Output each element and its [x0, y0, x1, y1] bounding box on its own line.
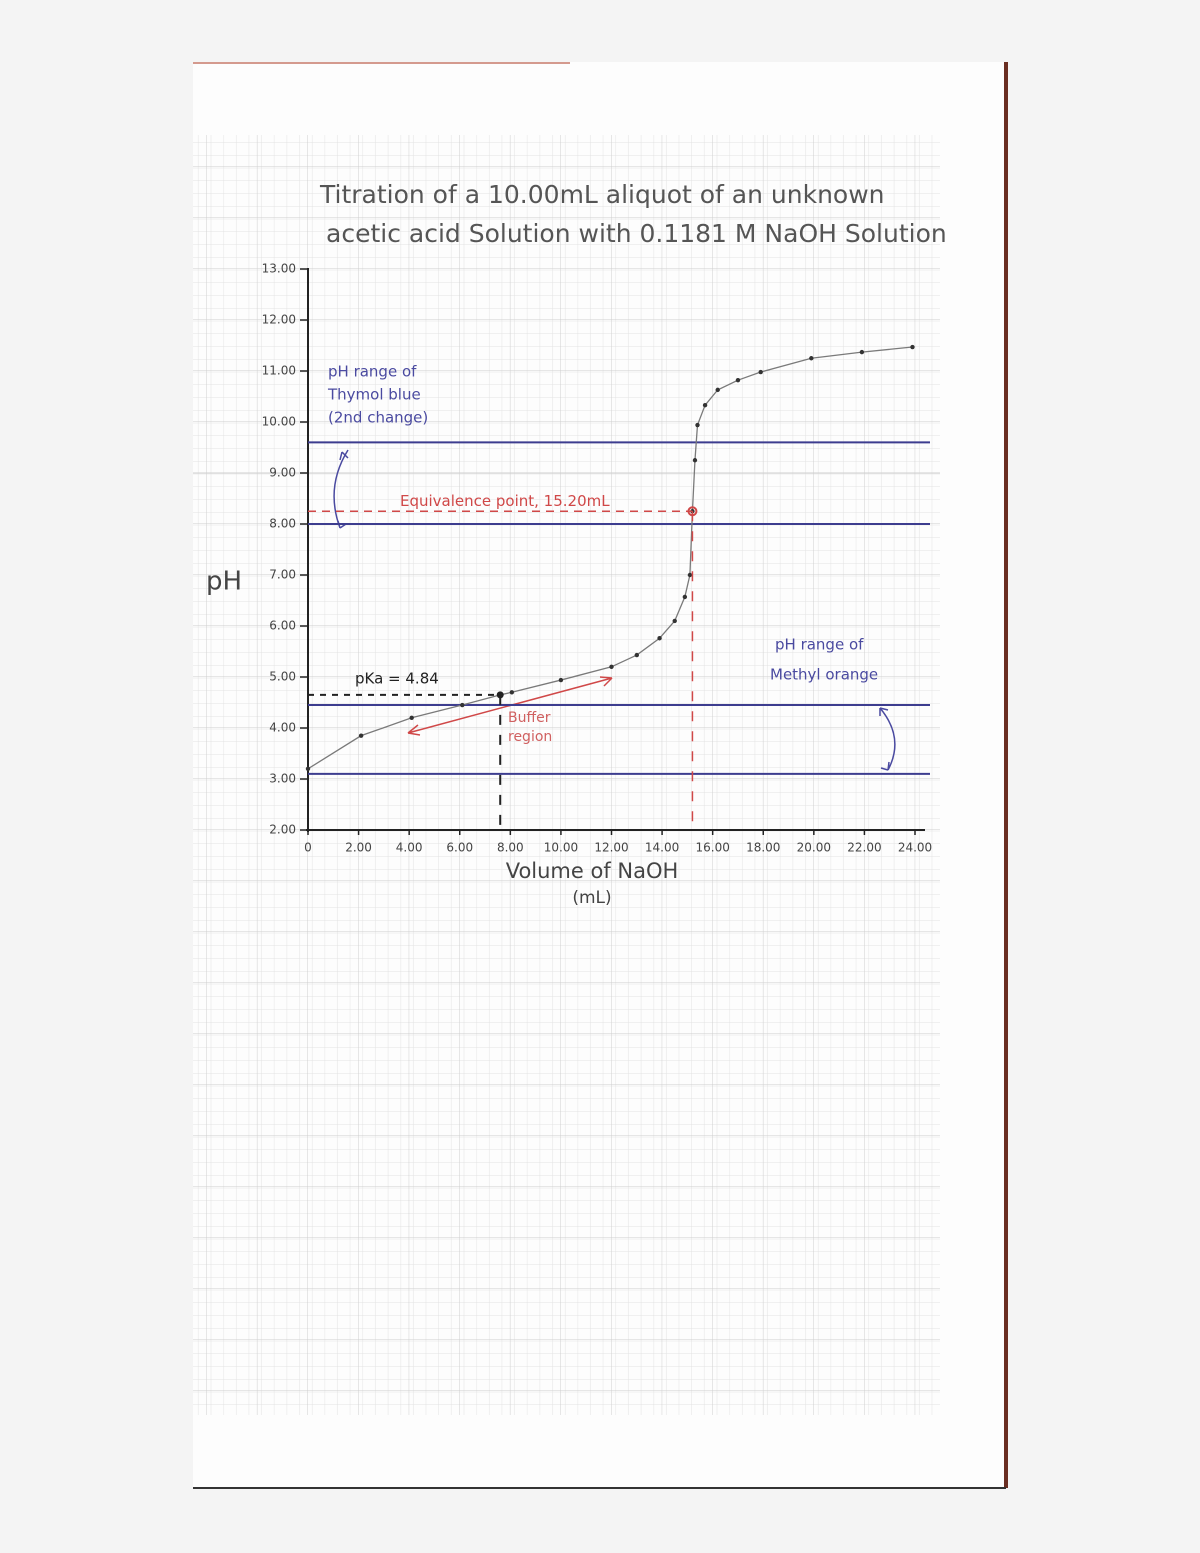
- x-tick-label: 18.00: [746, 841, 780, 855]
- annotation: Thymol blue: [327, 386, 421, 404]
- x-tick-label: 16.00: [695, 841, 729, 855]
- y-tick-label: 11.00: [262, 364, 296, 378]
- data-point: [609, 664, 614, 669]
- x-tick-label: 6.00: [446, 841, 473, 855]
- x-tick-label: 2.00: [345, 841, 372, 855]
- buffer-note: Buffer region: [508, 710, 552, 745]
- y-tick-label: 8.00: [269, 517, 296, 531]
- y-tick-label: 6.00: [269, 619, 296, 633]
- data-point: [558, 677, 564, 683]
- pka-marker: [496, 691, 504, 699]
- x-tick-label: 22.00: [847, 841, 881, 855]
- y-tick-label: 7.00: [269, 568, 296, 582]
- annotation: region: [508, 729, 552, 745]
- y-tick-label: 3.00: [269, 772, 296, 786]
- title: Titration of a 10.00mL aliquot of an unk…: [319, 180, 947, 248]
- data-point: [702, 402, 708, 408]
- graph-paper: [193, 135, 940, 1415]
- data-point: [682, 594, 688, 600]
- x-tick-label: 24.00: [898, 841, 932, 855]
- data-point: [910, 344, 915, 350]
- y-tick-label: 13.00: [262, 262, 296, 276]
- annotation: Methyl orange: [770, 666, 878, 684]
- pka-label: pKa = 4.84: [355, 669, 439, 687]
- title-line: acetic acid Solution with 0.1181 M NaOH …: [326, 219, 947, 248]
- methyl-orange-note: pH range of Methyl orange: [770, 636, 878, 684]
- x-tick-label: 8.00: [497, 841, 524, 855]
- data-point: [305, 766, 311, 771]
- x-axis-label: (mL): [572, 888, 611, 908]
- x-tick-label: 14.00: [645, 841, 679, 855]
- x-axis-label: Volume of NaOH: [506, 859, 679, 883]
- equivalence-marker: [687, 506, 698, 517]
- x-tick-label: 12.00: [594, 841, 628, 855]
- data-point: [695, 422, 700, 428]
- annotation: pH range of: [775, 636, 864, 654]
- data-point: [859, 349, 865, 355]
- data-point: [758, 369, 763, 375]
- data-point: [692, 458, 698, 463]
- data-point: [672, 618, 677, 624]
- data-point: [657, 636, 662, 641]
- data-point: [735, 377, 741, 383]
- title-line: Titration of a 10.00mL aliquot of an unk…: [319, 180, 885, 209]
- x-tick-label: 4.00: [396, 841, 423, 855]
- x-tick-label: 0: [304, 841, 312, 855]
- range-bracket: [333, 449, 349, 529]
- data-point: [634, 652, 639, 658]
- x-tick-label: 10.00: [544, 841, 578, 855]
- equivalence-label: Equivalence point, 15.20mL: [400, 492, 610, 510]
- data-point: [687, 572, 693, 578]
- data-point: [509, 690, 515, 695]
- y-axis-label: pH: [206, 567, 242, 597]
- y-tick-label: 2.00: [269, 823, 296, 837]
- data-point: [809, 356, 814, 361]
- data-point: [358, 733, 364, 738]
- y-tick-label: 12.00: [262, 313, 296, 327]
- annotation: (2nd change): [328, 409, 428, 427]
- data-point: [715, 387, 720, 393]
- y-tick-label: 9.00: [269, 466, 296, 480]
- annotation: Buffer: [508, 710, 551, 726]
- y-tick-label: 10.00: [262, 415, 296, 429]
- y-tick-label: 5.00: [269, 670, 296, 684]
- y-tick-label: 4.00: [269, 721, 296, 735]
- thymol-blue-note: pH range of Thymol blue (2nd change): [327, 363, 428, 427]
- range-bracket: [879, 707, 896, 771]
- x-tick-label: 20.00: [797, 841, 831, 855]
- annotation: pH range of: [328, 363, 417, 381]
- data-point: [460, 702, 465, 708]
- data-point: [409, 715, 414, 720]
